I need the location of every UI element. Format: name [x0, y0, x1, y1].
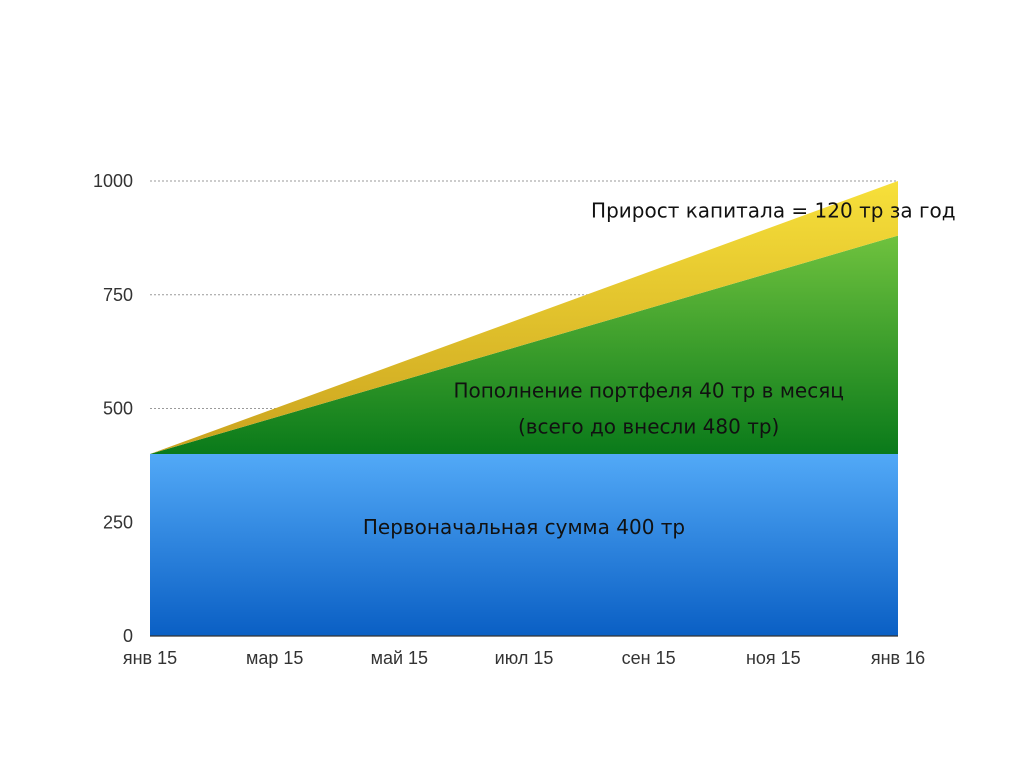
y-tick-label: 500: [103, 399, 133, 419]
area-series-3: [150, 181, 898, 454]
axis-layer: 0 250 500 750 1000 янв 15 мар 15 май 15 июл 15 се…: [93, 171, 925, 668]
area-layer: [150, 181, 898, 636]
x-tick-label: ноя 15: [746, 648, 801, 668]
chart-annotation: Прирост капитала = 120 тр за год: [591, 199, 956, 223]
y-tick-label: 1000: [93, 171, 133, 191]
annotation-layer: Первоначальная сумма 400 тр Пополнение по…: [363, 199, 956, 539]
x-tick-label: июл 15: [495, 648, 554, 668]
y-tick-label: 0: [123, 626, 133, 646]
x-tick-label: сен 15: [622, 648, 676, 668]
y-tick-label: 250: [103, 512, 133, 532]
x-tick-label: май 15: [371, 648, 428, 668]
area-series-1: [150, 454, 898, 636]
chart-annotation: (всего до внесли 480 тр): [518, 415, 779, 439]
chart-annotation: Пополнение портфеля 40 тр в месяц: [453, 378, 843, 402]
x-tick-label: янв 15: [123, 648, 177, 668]
chart-annotation: Первоначальная сумма 400 тр: [363, 515, 685, 539]
x-tick-label: мар 15: [246, 648, 303, 668]
x-tick-label: янв 16: [871, 648, 925, 668]
y-tick-label: 750: [103, 285, 133, 305]
